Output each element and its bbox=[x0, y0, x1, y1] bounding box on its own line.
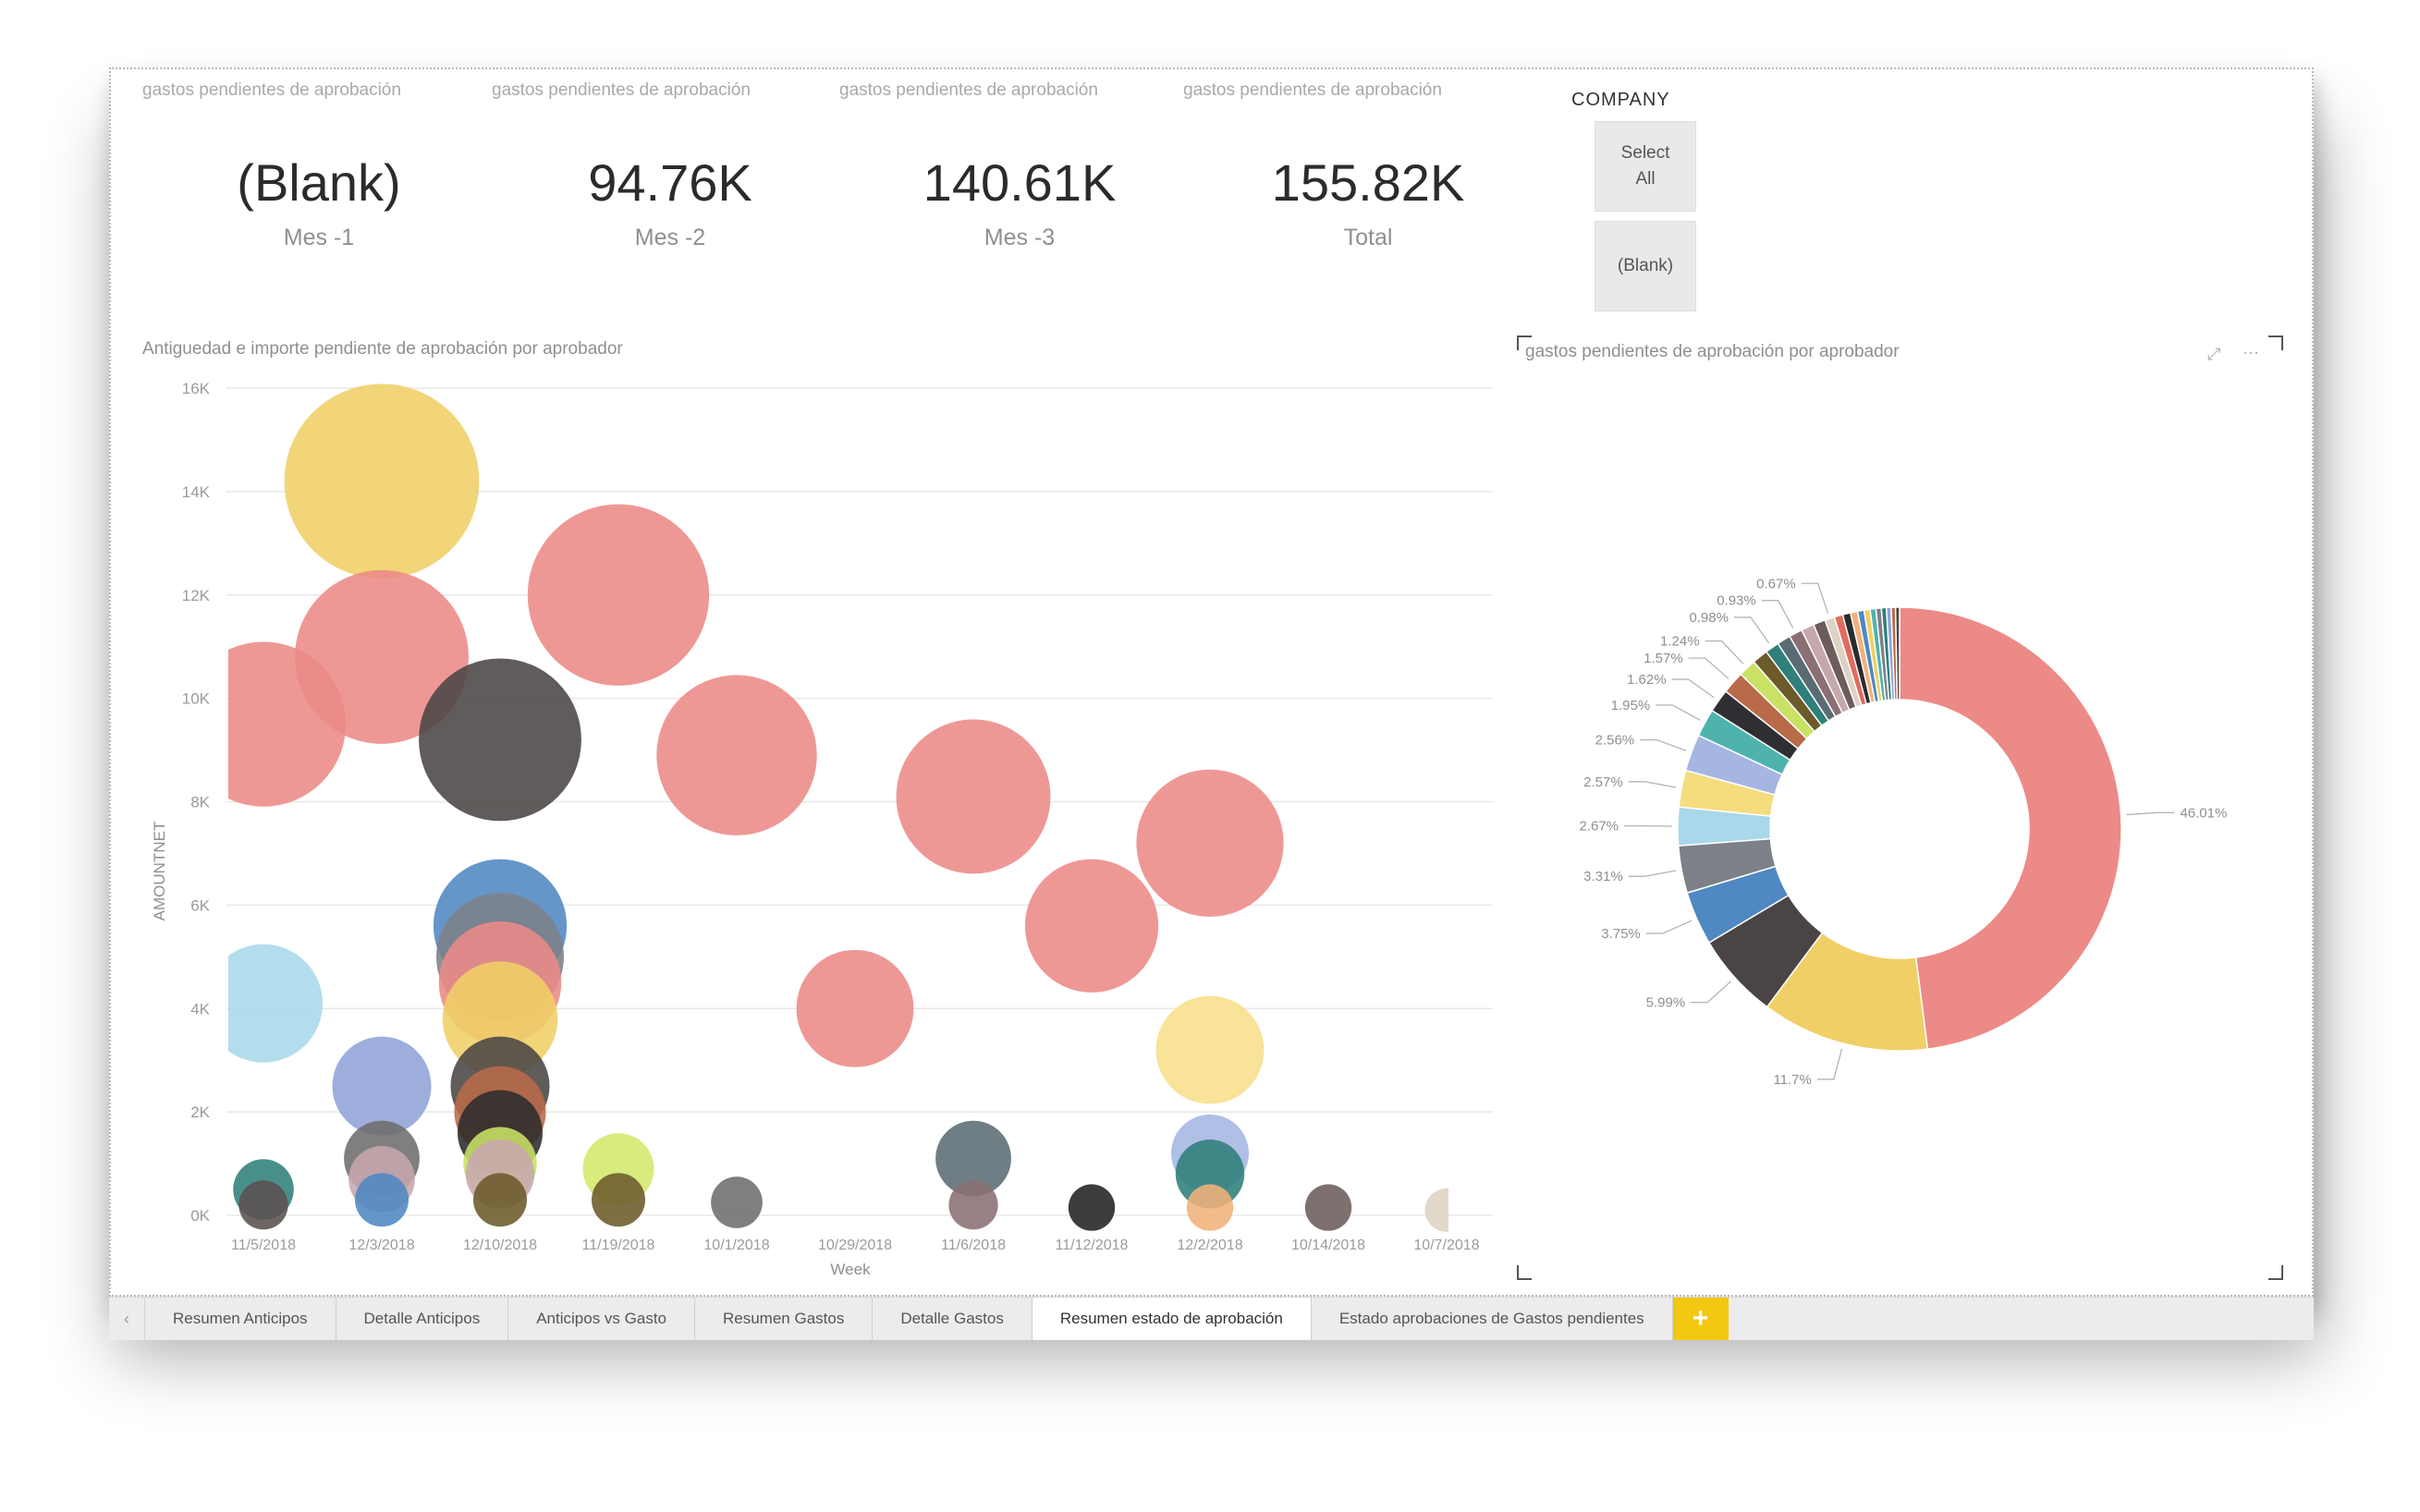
card-value: 155.82K bbox=[1271, 153, 1465, 212]
scatter-bubble bbox=[355, 1173, 409, 1227]
chevron-left-icon[interactable]: ‹ bbox=[109, 1298, 145, 1340]
donut-frame bbox=[1517, 335, 2283, 1280]
card-label: Mes -1 bbox=[283, 225, 355, 250]
scatter-bubble bbox=[1136, 769, 1284, 917]
x-tick-label: 11/6/2018 bbox=[941, 1238, 1006, 1253]
scatter-bubble bbox=[419, 658, 581, 822]
tab-resumen-anticipos[interactable]: Resumen Anticipos bbox=[145, 1298, 336, 1340]
scatter-bubble bbox=[473, 1173, 527, 1227]
scatter-bubble bbox=[656, 675, 817, 835]
x-tick-label: 10/7/2018 bbox=[1413, 1238, 1479, 1253]
tab-detalle-gastos[interactable]: Detalle Gastos bbox=[873, 1298, 1033, 1340]
scatter-bubble bbox=[1424, 1188, 1448, 1232]
scatter-bubble bbox=[1068, 1184, 1116, 1231]
scatter-bubble bbox=[896, 719, 1051, 874]
scatter-bubble bbox=[1155, 995, 1265, 1104]
powerbi-canvas: gastos pendientes de aprobación (Blank) … bbox=[109, 67, 2314, 1340]
card-caption: gastos pendientes de aprobación bbox=[1183, 80, 1442, 100]
card-label: Mes -3 bbox=[984, 225, 1056, 250]
card-value: (Blank) bbox=[237, 153, 401, 212]
y-tick-label: 0K bbox=[190, 1207, 210, 1225]
scatter-bubble bbox=[1175, 1140, 1245, 1209]
y-tick-label: 16K bbox=[182, 380, 211, 397]
scatter-bubble bbox=[332, 1036, 432, 1136]
y-axis-title: AMOUNTNET bbox=[151, 822, 168, 921]
scatter-chart: 0K 2K 4K 6K 8K 10K 12K 14K 16K 11/5/2018 12/3/2018… bbox=[151, 380, 1493, 1278]
tab-detalle-anticipos[interactable]: Detalle Anticipos bbox=[336, 1298, 509, 1340]
x-tick-label: 12/10/2018 bbox=[463, 1238, 537, 1253]
x-tick-label: 11/12/2018 bbox=[1056, 1238, 1129, 1253]
slicer-title: COMPANY bbox=[1571, 90, 1670, 110]
add-page-button[interactable]: + bbox=[1672, 1298, 1729, 1340]
page-tab-bar: ‹ Resumen Anticipos Detalle Anticipos An… bbox=[109, 1297, 2314, 1340]
tab-anticipos-vs-gasto[interactable]: Anticipos vs Gasto bbox=[508, 1298, 695, 1340]
scatter-bubble bbox=[711, 1177, 763, 1228]
scatter-bubble bbox=[592, 1173, 645, 1227]
card-value: 94.76K bbox=[588, 153, 752, 212]
donut-title: gastos pendientes de aprobación por apro… bbox=[1525, 342, 1900, 361]
card-caption: gastos pendientes de aprobación bbox=[839, 80, 1098, 100]
scatter-bubble bbox=[1186, 1184, 1234, 1231]
scatter-bubble bbox=[796, 949, 914, 1067]
tab-resumen-estado-aprobacion[interactable]: Resumen estado de aprobación bbox=[1032, 1298, 1312, 1340]
scatter-bubble bbox=[228, 944, 324, 1063]
y-tick-label: 12K bbox=[182, 587, 211, 604]
x-tick-label: 10/14/2018 bbox=[1291, 1238, 1365, 1253]
scatter-bubble bbox=[228, 641, 347, 807]
card-caption: gastos pendientes de aprobación bbox=[142, 80, 401, 100]
y-tick-label: 6K bbox=[190, 896, 210, 914]
card-label: Total bbox=[1343, 225, 1393, 250]
x-tick-label: 11/5/2018 bbox=[231, 1238, 296, 1253]
scatter-bubble bbox=[1304, 1184, 1352, 1231]
x-tick-label: 10/1/2018 bbox=[703, 1238, 769, 1253]
card-value: 140.61K bbox=[923, 153, 1117, 212]
scatter-bubble bbox=[948, 1180, 998, 1230]
y-tick-label: 4K bbox=[190, 1000, 210, 1018]
card-caption: gastos pendientes de aprobación bbox=[492, 80, 751, 100]
y-tick-label: 2K bbox=[190, 1104, 210, 1121]
scatter-bubble bbox=[1024, 859, 1159, 993]
y-tick-label: 8K bbox=[190, 794, 210, 811]
tab-resumen-gastos[interactable]: Resumen Gastos bbox=[695, 1298, 874, 1340]
report-page: gastos pendientes de aprobación (Blank) … bbox=[109, 67, 2314, 1297]
x-tick-label: 11/19/2018 bbox=[582, 1238, 655, 1253]
x-axis-title: Week bbox=[830, 1261, 871, 1278]
card-label: Mes -2 bbox=[634, 225, 706, 250]
scatter-bubble bbox=[935, 1120, 1011, 1197]
x-tick-label: 10/29/2018 bbox=[818, 1238, 892, 1253]
scatter-bubble bbox=[527, 504, 710, 686]
scatter-title: Antiguedad e importe pendiente de aproba… bbox=[142, 339, 623, 359]
y-tick-label: 10K bbox=[182, 690, 211, 708]
scatter-bubble bbox=[238, 1180, 288, 1230]
tab-estado-aprobaciones-gastos-pendientes[interactable]: Estado aprobaciones de Gastos pendientes bbox=[1312, 1298, 1673, 1340]
y-tick-label: 14K bbox=[182, 483, 211, 501]
slicer-option-blank[interactable]: (Blank) bbox=[1595, 221, 1696, 311]
focus-mode-icon[interactable]: ⤢ bbox=[2207, 345, 2221, 363]
scatter-bubble bbox=[284, 384, 480, 579]
x-tick-label: 12/2/2018 bbox=[1177, 1238, 1242, 1253]
x-tick-label: 12/3/2018 bbox=[348, 1238, 414, 1253]
slicer-option-select-all[interactable]: Select All bbox=[1595, 121, 1696, 212]
more-options-icon[interactable]: ··· bbox=[2243, 343, 2259, 361]
